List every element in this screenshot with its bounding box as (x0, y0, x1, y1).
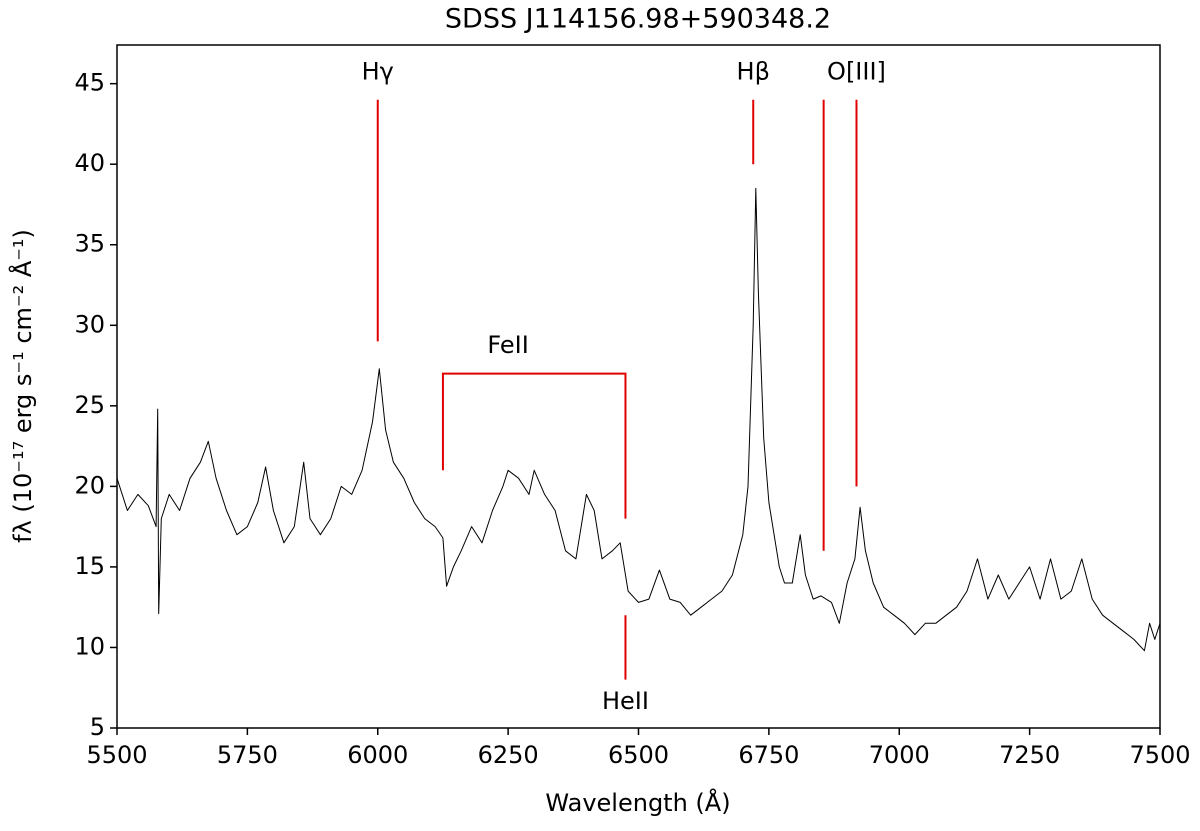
x-tick-label: 6750 (738, 741, 799, 769)
annotation-line (441, 372, 627, 519)
y-tick-label: 40 (74, 149, 105, 177)
annotation-label: HeII (602, 687, 649, 715)
x-tick-label: 7000 (869, 741, 930, 769)
x-tick-label: 5750 (217, 741, 278, 769)
x-tick-label: 6250 (478, 741, 539, 769)
x-tick-label: 6000 (347, 741, 408, 769)
y-tick-label: 5 (90, 713, 105, 741)
y-tick-label: 10 (74, 632, 105, 660)
y-tick-label: 15 (74, 552, 105, 580)
y-tick-label: 25 (74, 391, 105, 419)
y-tick-label: 30 (74, 310, 105, 338)
chart-title: SDSS J114156.98+590348.2 (445, 4, 831, 35)
spectrum-line (116, 187, 1161, 652)
x-tick-label: 5500 (86, 741, 147, 769)
y-axis-label: fλ (10⁻¹⁷ erg s⁻¹ cm⁻² Å⁻¹) (8, 229, 37, 543)
x-tick-label: 7250 (999, 741, 1060, 769)
annotation-label: Hβ (737, 57, 770, 85)
x-tick-label: 7500 (1129, 741, 1190, 769)
x-tick-label: 6500 (608, 741, 669, 769)
annotation-label: Hγ (362, 57, 394, 85)
plot-frame (116, 44, 1161, 729)
x-axis-label: Wavelength (Å) (545, 788, 730, 817)
y-tick-label: 45 (74, 69, 105, 97)
y-tick-label: 20 (74, 471, 105, 499)
annotation-label: O[III] (827, 57, 886, 85)
annotation-label: FeII (487, 331, 528, 359)
y-tick-label: 35 (74, 230, 105, 258)
